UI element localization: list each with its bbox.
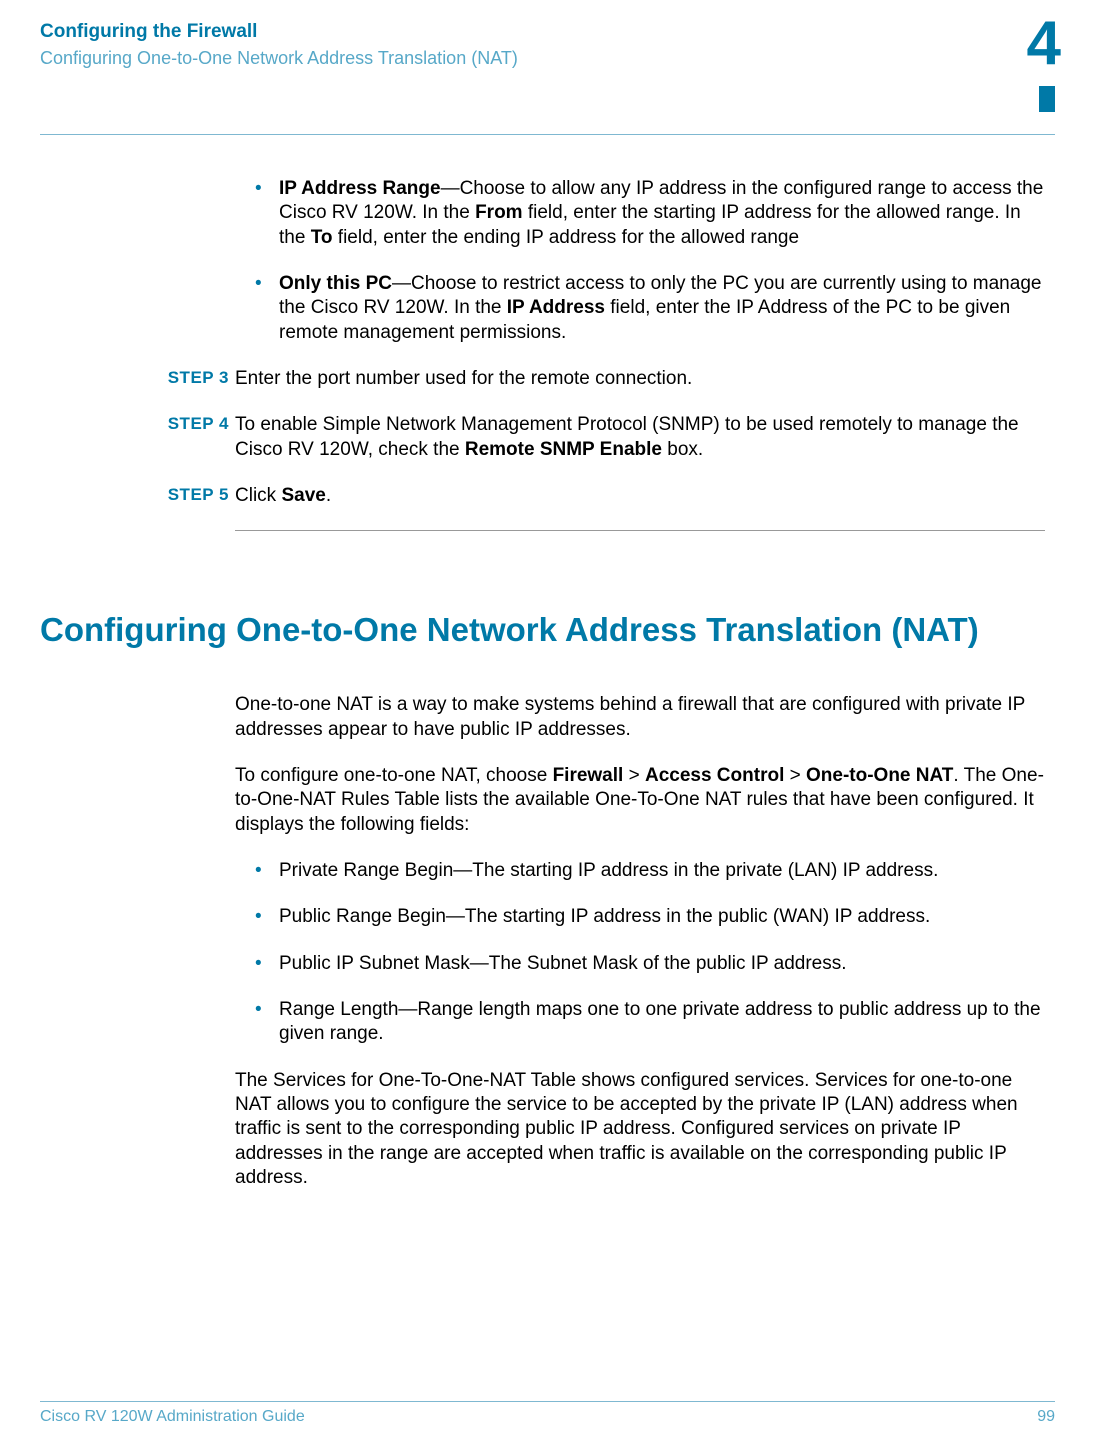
inline-bold: Firewall (553, 765, 624, 786)
inline-bold: Remote SNMP Enable (465, 439, 662, 460)
section-heading: Configuring One-to-One Network Address T… (40, 609, 1045, 651)
chapter-number: 4 (1027, 8, 1061, 79)
step-4: STEP 4 To enable Simple Network Manageme… (235, 413, 1045, 462)
paragraph: One-to-one NAT is a way to make systems … (235, 693, 1045, 742)
field-text: Range Length—Range length maps one to on… (279, 999, 1041, 1044)
field-text: Public IP Subnet Mask—The Subnet Mask of… (279, 953, 847, 974)
bullet-lead: IP Address Range (279, 178, 441, 199)
bullet-lead: Only this PC (279, 273, 392, 294)
step-text: Enter the port number used for the remot… (235, 368, 692, 389)
step-text: . (326, 485, 331, 506)
footer-page-number: 99 (1037, 1408, 1055, 1426)
section-breadcrumb: Configuring One-to-One Network Address T… (40, 47, 1055, 70)
step-text: Click (235, 485, 281, 506)
inline-bold: From (475, 202, 523, 223)
field-range-length: Range Length—Range length maps one to on… (235, 998, 1045, 1047)
field-public-ip-subnet-mask: Public IP Subnet Mask—The Subnet Mask of… (235, 952, 1045, 976)
paragraph: The Services for One-To-One-NAT Table sh… (235, 1069, 1045, 1191)
separator-rule (235, 530, 1045, 531)
step-5: STEP 5 Click Save. (235, 484, 1045, 508)
para-text: > (784, 765, 806, 786)
body-content: IP Address Range—Choose to allow any IP … (235, 135, 1045, 1190)
field-private-range-begin: Private Range Begin—The starting IP addr… (235, 859, 1045, 883)
bullet-ip-address-range: IP Address Range—Choose to allow any IP … (235, 177, 1045, 250)
footer-doc-title: Cisco RV 120W Administration Guide (40, 1408, 305, 1426)
inline-bold: To (311, 227, 333, 248)
inline-bold: Save (281, 485, 325, 506)
para-text: To configure one-to-one NAT, choose (235, 765, 553, 786)
step-label: STEP 3 (119, 367, 229, 389)
step-3: STEP 3 Enter the port number used for th… (235, 367, 1045, 391)
step-label: STEP 4 (119, 413, 229, 435)
bullet-text: field, enter the ending IP address for t… (333, 227, 800, 248)
step-text: box. (662, 439, 703, 460)
paragraph: To configure one-to-one NAT, choose Fire… (235, 764, 1045, 837)
page-footer: Cisco RV 120W Administration Guide 99 (40, 1401, 1055, 1426)
step-label: STEP 5 (119, 484, 229, 506)
inline-bold: Access Control (645, 765, 784, 786)
para-text: > (623, 765, 645, 786)
field-text: Public Range Begin—The starting IP addre… (279, 906, 930, 927)
page: Configuring the Firewall Configuring One… (0, 0, 1095, 1452)
inline-bold: IP Address (507, 297, 605, 318)
field-text: Private Range Begin—The starting IP addr… (279, 860, 938, 881)
chapter-title: Configuring the Firewall (40, 20, 1055, 45)
chapter-tab (1039, 86, 1055, 112)
page-header: Configuring the Firewall Configuring One… (40, 20, 1055, 78)
field-public-range-begin: Public Range Begin—The starting IP addre… (235, 905, 1045, 929)
inline-bold: One-to-One NAT (806, 765, 953, 786)
bullet-only-this-pc: Only this PC—Choose to restrict access t… (235, 272, 1045, 345)
